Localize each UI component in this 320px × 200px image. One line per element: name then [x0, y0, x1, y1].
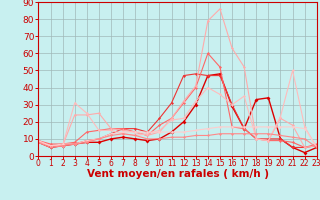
X-axis label: Vent moyen/en rafales ( km/h ): Vent moyen/en rafales ( km/h ) — [87, 169, 268, 179]
